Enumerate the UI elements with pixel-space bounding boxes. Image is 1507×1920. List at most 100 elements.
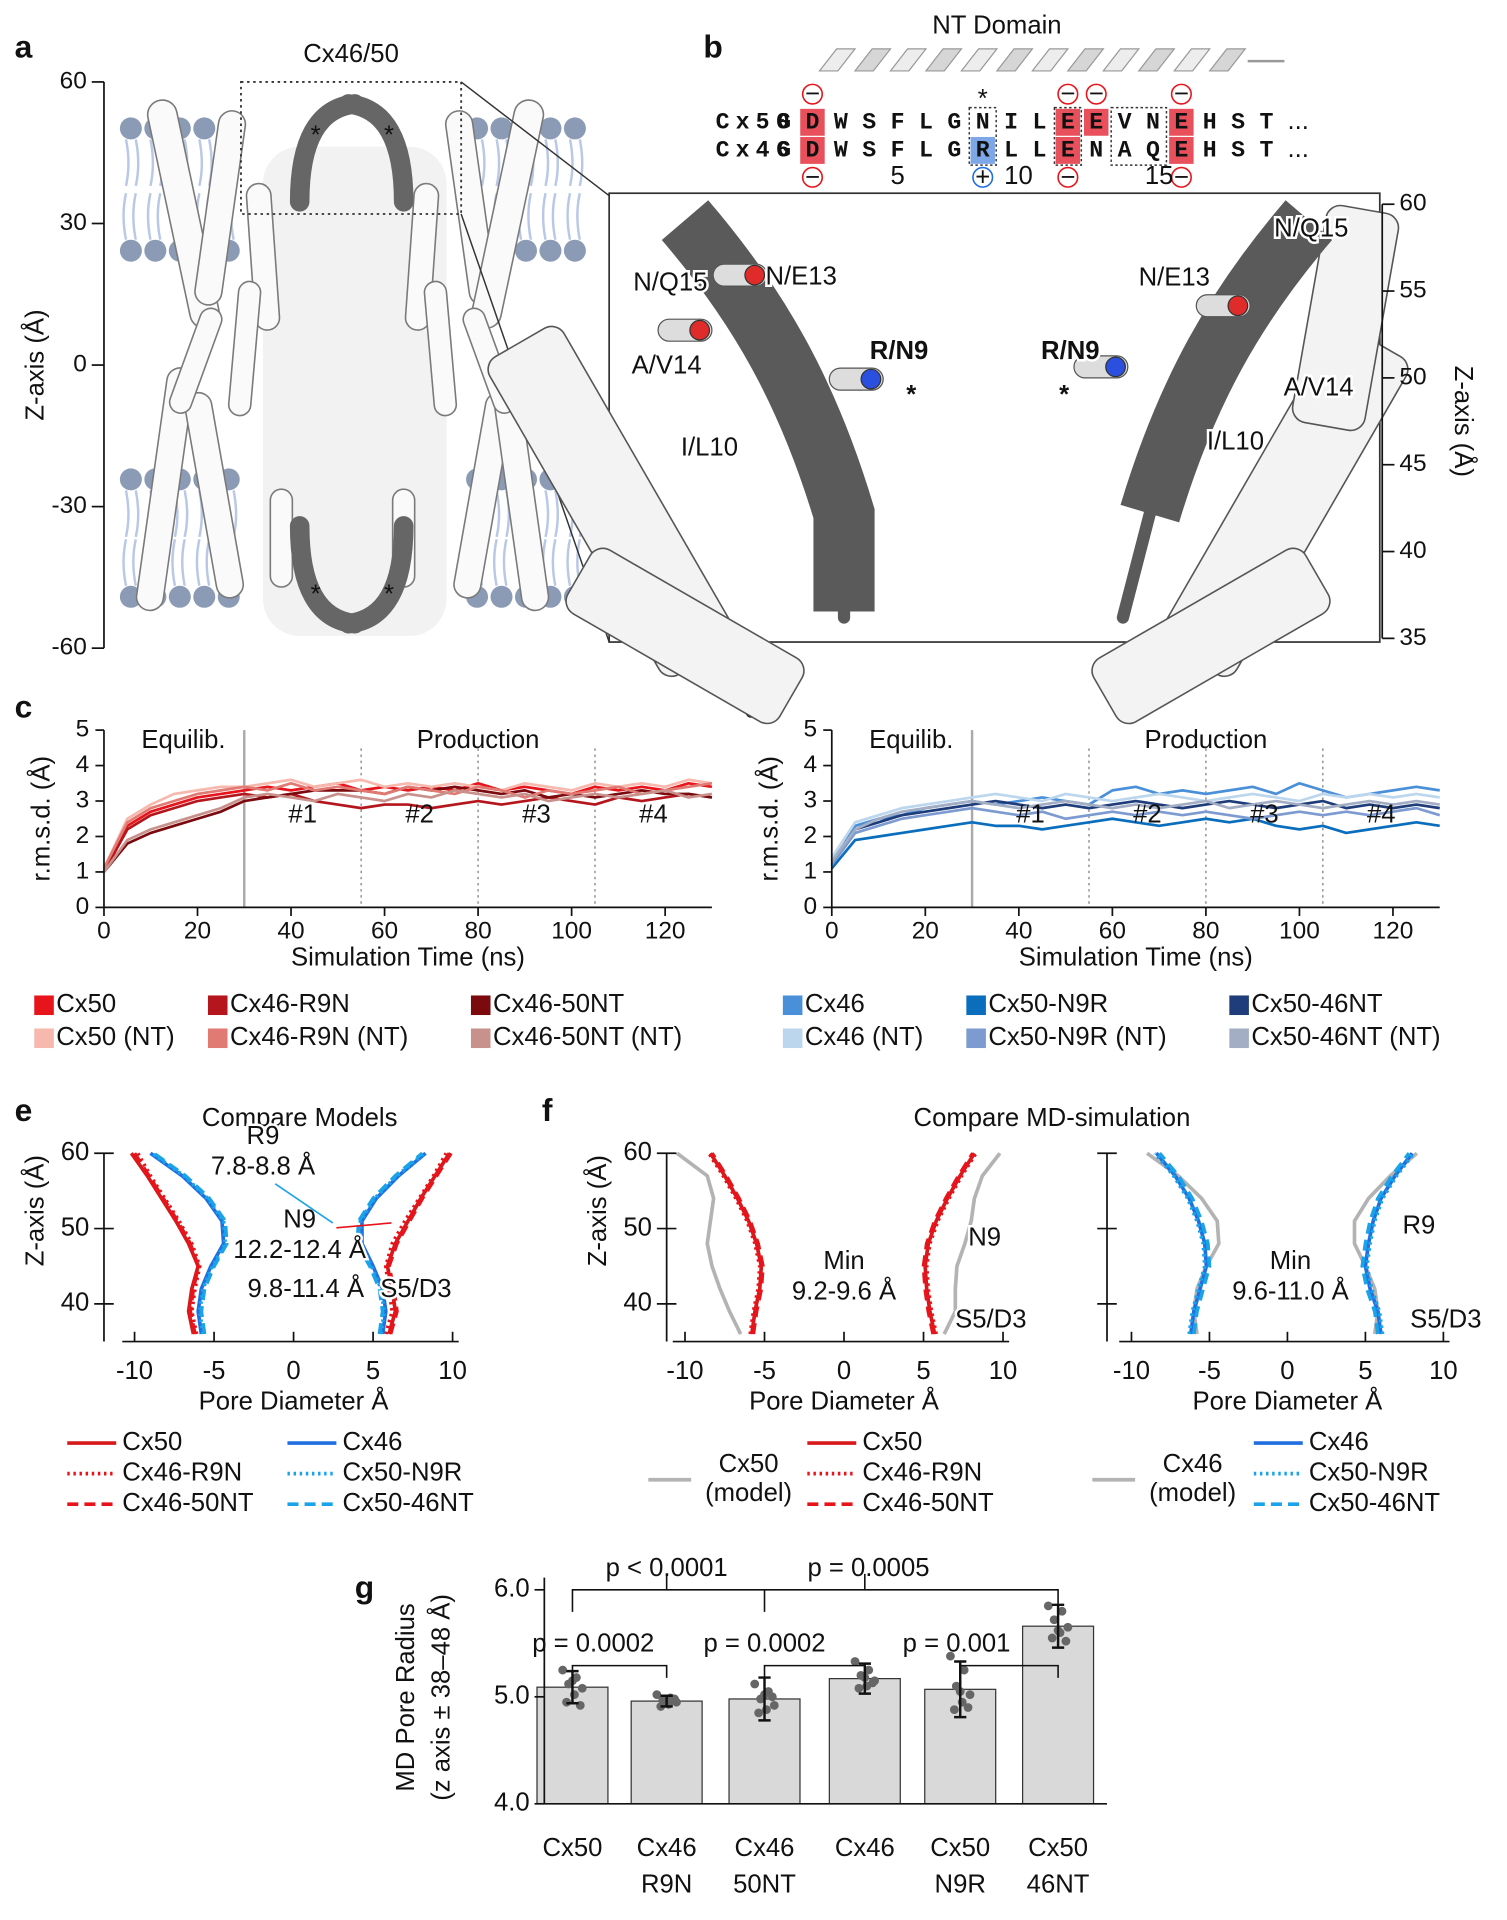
x-tick-label: -10 [116,1357,153,1385]
panel-letter: f [542,1092,553,1128]
nt-helix [1116,507,1156,624]
asterisk: * [311,122,321,150]
residue: ... [1288,107,1309,135]
legend-swatch [207,995,228,1016]
y-tick-label: 55 [1399,277,1426,304]
pore-profile [358,1151,426,1335]
helix [194,110,247,306]
helix-ribbon [1208,48,1247,72]
residue: W [834,138,848,164]
legend-label: Cx46 [343,1428,403,1456]
bracket [959,1664,1059,1678]
x-tick-label: 5 [916,1357,930,1385]
residue-label: R/N9 [1041,337,1100,365]
x-tick-label: 60 [371,917,398,944]
phase-label: #3 [522,800,551,828]
x-tick-label: 46NT [1027,1871,1090,1899]
zoom-box [240,81,463,215]
y-tick-label: 6.0 [494,1575,530,1603]
legend-swatch [207,1028,228,1049]
legend-label: Cx50-46NT (NT) [1251,1023,1440,1051]
y-tick-label: 40 [1399,537,1426,564]
residue-number: 5 [890,162,904,190]
x-tick-label: N9R [935,1871,986,1899]
phase-label: #2 [1133,800,1162,828]
replicate-point [1057,1606,1067,1616]
charge-sign: − [1174,163,1189,191]
y-axis-label: Z-axis (Å) [582,1155,612,1266]
lipid-tail [122,490,130,587]
acidic-highlight [1169,108,1194,136]
residue: W [834,109,848,135]
y-tick-label: 5 [803,716,817,743]
y-tick-label: 3 [76,786,90,813]
lipid-head [168,585,191,608]
residue-label: N/E13 [1139,264,1210,292]
bar [536,1686,609,1805]
zoom-content [487,200,1409,725]
nt-helix [338,94,414,212]
x-tick-label: 10 [1429,1357,1458,1385]
x-tick-label: Cx46 [637,1834,697,1862]
helix-ribbon [1031,48,1070,72]
charge-circle [972,166,994,188]
replicate-point [949,1705,959,1715]
replicate-point [1049,1615,1059,1625]
legend-label: Cx46-50NT [493,990,625,1018]
residue: H [1203,138,1217,164]
x-tick-label: Cx50 [542,1834,602,1862]
helix-ribbon [1102,48,1141,72]
p-value: p = 0.0002 [703,1630,825,1658]
lipid-head [119,117,142,140]
lipid-head [563,239,586,262]
conservation-box [1110,106,1168,166]
lipid-head [119,468,142,491]
basic-highlight [970,136,995,164]
bracket [571,1664,668,1678]
replicate-point [769,1700,779,1710]
y-tick-label: 0 [76,893,90,920]
acidic-highlight [1169,136,1194,164]
legend-label: Cx46-50NT (NT) [493,1023,682,1051]
residue-label: A/V14 [632,352,702,380]
p-value: p = 0.0005 [807,1554,929,1582]
phase-label: Equilib. [141,726,225,754]
residue: N [1146,109,1160,135]
charge-circle [801,166,824,188]
rmsd-line [830,792,1440,859]
residue-label: A/V14 [1284,374,1354,402]
lipid-head [490,117,513,140]
residue-label: N/E13 [766,262,837,290]
legend-label: Cx46-R9N [230,990,350,1018]
residue: T [1260,138,1274,164]
x-tick-label: 50NT [733,1871,796,1899]
sequence-name: Cx50 [716,109,796,135]
lipid-head [490,585,513,608]
annotation: N9 [968,1224,1001,1252]
lipid-head [539,117,562,140]
legend-label: Cx50-46NT [1251,990,1383,1018]
residue: S [1231,109,1245,135]
panel-letter: g [355,1569,374,1605]
pore-profile [387,1152,453,1335]
x-axis-label: Simulation Time (ns) [1019,944,1253,972]
replicate-point [965,1690,975,1700]
annotation: 7.8-8.8 Å [211,1151,316,1181]
residue: F [891,138,905,164]
x-tick-label: 5 [366,1357,380,1385]
x-axis-label: Pore Diameter Å [1193,1385,1384,1415]
residue: L [1033,138,1047,164]
bracket [763,1664,866,1678]
y-axis-label: r.m.s.d. (Å) [26,756,56,882]
y-tick-label: 1 [76,857,90,884]
annotation: R9 [247,1122,280,1150]
panel-letter: b [703,28,722,64]
replicate-point [750,1679,760,1689]
legend-label: Cx50 [56,990,116,1018]
charge-circle [1057,83,1079,105]
lipid-head [563,117,586,140]
lipid-head [539,239,562,262]
residue: I [1004,109,1018,135]
residue: L [919,138,933,164]
